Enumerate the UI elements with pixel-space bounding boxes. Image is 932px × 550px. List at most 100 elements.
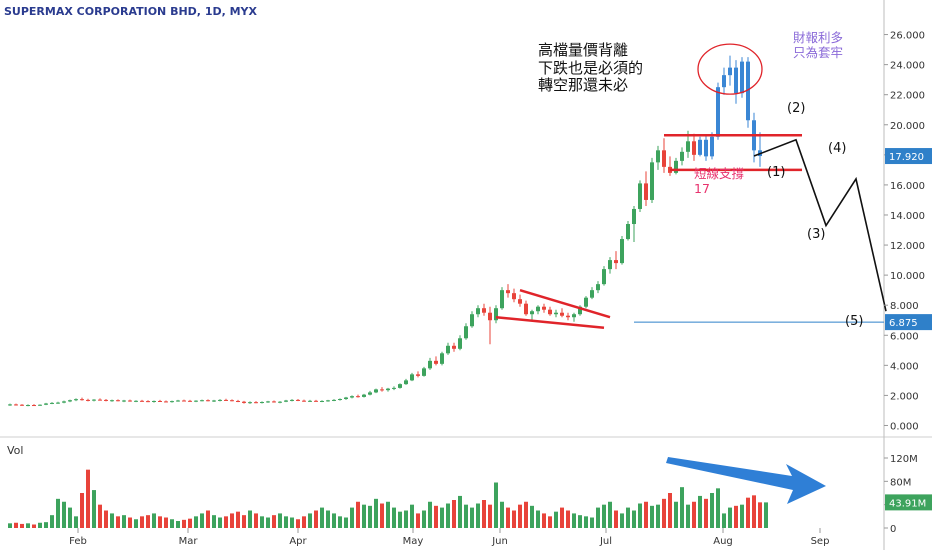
price-candles — [8, 55, 762, 407]
volume-bar — [428, 501, 432, 528]
chart-title: SUPERMAX CORPORATION BHD, 1D, MYX — [4, 5, 258, 18]
volume-bar — [698, 495, 702, 528]
volume-bar — [704, 498, 708, 528]
candle-body — [638, 183, 642, 209]
candle-body — [86, 399, 90, 401]
volume-bar — [386, 501, 390, 528]
wave-label-5: (5) — [845, 314, 864, 329]
volume-bar — [530, 505, 534, 528]
candle-body — [566, 315, 570, 318]
volume-bar — [92, 490, 96, 528]
candle-body — [650, 162, 654, 200]
last-price-tag: 17.920 — [889, 152, 924, 163]
volume-bar — [692, 501, 696, 528]
volume-bar — [734, 505, 738, 528]
y-tick-label: 24.000 — [890, 61, 925, 72]
candle-body — [422, 368, 426, 376]
volume-bar — [356, 501, 360, 528]
candle-body — [140, 400, 144, 402]
y-tick-label: 16.000 — [890, 181, 925, 192]
volume-bar — [710, 493, 714, 528]
volume-bar — [680, 487, 684, 528]
candle-body — [134, 400, 138, 402]
candle-body — [698, 139, 702, 155]
y-tick-label: 2.000 — [890, 391, 919, 402]
candle-body — [728, 67, 732, 76]
candle-body — [452, 345, 456, 349]
candle-body — [416, 374, 420, 376]
candle-body — [740, 61, 744, 94]
candle-body — [704, 139, 708, 157]
candle-body — [734, 67, 738, 94]
volume-bar — [236, 511, 240, 528]
candle-body — [470, 314, 474, 327]
volume-bar — [566, 510, 570, 528]
volume-bar — [476, 503, 480, 528]
target-price-tag: 6.875 — [889, 318, 918, 329]
candle-body — [224, 399, 228, 401]
volume-bar — [650, 505, 654, 528]
x-tick-label: Apr — [289, 536, 307, 547]
candle-body — [146, 401, 150, 403]
candle-body — [362, 394, 366, 397]
volume-bar — [488, 504, 492, 528]
candle-body — [632, 208, 636, 225]
volume-bar — [764, 502, 768, 528]
candle-body — [68, 400, 72, 402]
volume-bar — [68, 507, 72, 528]
note-line: 下跌也是必須的 — [538, 58, 644, 77]
candle-body — [404, 380, 408, 385]
volume-down-arrow — [666, 457, 826, 504]
volume-bar — [410, 504, 414, 528]
volume-bar — [686, 504, 690, 528]
volume-bar — [164, 517, 168, 528]
volume-bar — [542, 513, 546, 528]
volume-bar — [320, 507, 324, 528]
volume-bar — [176, 521, 180, 528]
x-tick-label: Jul — [599, 536, 612, 547]
candle-body — [518, 299, 522, 304]
note-line: 17 — [694, 180, 710, 196]
volume-bar — [20, 523, 24, 528]
volume-bar — [728, 507, 732, 528]
candle-body — [338, 399, 342, 401]
candle-body — [548, 309, 552, 315]
volume-bar — [140, 516, 144, 528]
volume-bar — [500, 501, 504, 528]
volume-bar — [254, 513, 258, 528]
candle-body — [656, 150, 660, 163]
candle-body — [212, 400, 216, 402]
note-line: 轉空那還未必 — [538, 76, 629, 95]
volume-bar — [584, 516, 588, 528]
volume-bar — [56, 498, 60, 528]
candle-body — [428, 360, 432, 369]
candle-body — [542, 306, 546, 310]
y-tick-label: 6.000 — [890, 331, 919, 342]
volume-bar — [242, 515, 246, 528]
candle-body — [26, 405, 30, 407]
wave-label-4: (4) — [828, 141, 847, 156]
volume-bar — [620, 513, 624, 528]
volume-bar — [170, 519, 174, 528]
volume-bar — [32, 524, 36, 528]
candle-body — [248, 402, 252, 404]
candle-body — [302, 400, 306, 402]
candle-body — [464, 326, 468, 339]
volume-bar — [104, 510, 108, 528]
candle-body — [14, 404, 18, 406]
top-circle — [697, 43, 763, 95]
volume-bar — [80, 493, 84, 528]
volume-bar — [380, 503, 384, 528]
x-tick-label: Mar — [179, 536, 199, 547]
candle-body — [482, 308, 486, 313]
candle-body — [242, 401, 246, 403]
volume-bar — [308, 513, 312, 528]
candle-body — [722, 75, 726, 88]
volume-bar — [362, 504, 366, 528]
volume-bar — [590, 517, 594, 528]
candle-body — [80, 399, 84, 401]
volume-bar — [266, 517, 270, 528]
x-tick-label: Jun — [491, 536, 508, 547]
volume-bar — [224, 516, 228, 528]
volume-bar — [524, 501, 528, 528]
